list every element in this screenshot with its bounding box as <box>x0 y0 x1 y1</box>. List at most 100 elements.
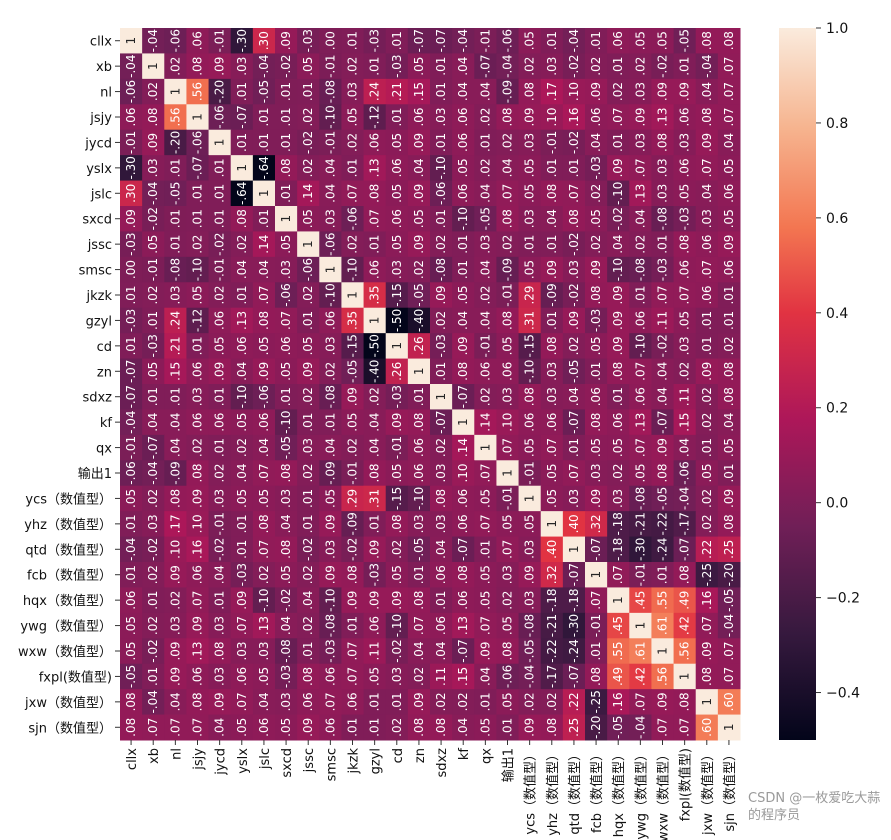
cell-annotation: .08 <box>567 209 581 228</box>
cell-annotation: -.20 <box>168 131 182 154</box>
cell-annotation: .06 <box>124 107 138 126</box>
column-label: fxpl(数值型) <box>678 748 694 821</box>
heatmap-cell <box>717 282 741 309</box>
cell-annotation: .06 <box>235 336 249 355</box>
heatmap-cell <box>585 638 608 665</box>
heatmap-cell <box>407 78 431 105</box>
heatmap-cell <box>385 256 409 283</box>
cell-annotation: .09 <box>235 591 249 610</box>
heatmap-cell <box>673 333 697 360</box>
watermark: CSDN @一枚爱吃大蒜的程序员 <box>748 791 881 823</box>
heatmap-cell <box>430 562 453 588</box>
heatmap-cell <box>518 282 542 309</box>
cell-annotation: .09 <box>722 489 736 508</box>
heatmap-cell <box>673 231 697 258</box>
heatmap-cell <box>385 78 409 105</box>
cell-annotation: .09 <box>213 362 227 381</box>
heatmap-cell <box>164 638 187 665</box>
cell-annotation: .01 <box>257 209 271 228</box>
heatmap-cell <box>474 485 497 512</box>
column-label: zn <box>413 748 428 763</box>
heatmap-cell <box>208 485 232 512</box>
heatmap-cell <box>629 206 652 232</box>
cell-annotation: .07 <box>478 514 492 533</box>
cell-annotation: .08 <box>545 184 559 203</box>
cell-annotation: -.04 <box>722 614 736 637</box>
heatmap-cell <box>717 28 741 54</box>
heatmap-cell <box>452 155 475 182</box>
row-label: gzyl <box>86 314 112 329</box>
cell-annotation: -.04 <box>567 29 581 52</box>
cell-annotation: .03 <box>545 362 559 381</box>
heatmap-cell <box>651 638 675 665</box>
cell-annotation: .04 <box>368 438 382 457</box>
cell-annotation: .09 <box>633 107 647 126</box>
cell-annotation: .07 <box>656 285 670 304</box>
heatmap-cell <box>430 256 453 283</box>
heatmap-cell <box>142 562 165 588</box>
cell-annotation: .06 <box>523 413 537 432</box>
heatmap-cell <box>540 256 564 283</box>
heatmap-cell <box>452 180 475 207</box>
heatmap-cell <box>629 460 652 487</box>
heatmap-cell <box>430 460 453 487</box>
cell-annotation: -.04 <box>257 54 271 77</box>
heatmap-cell <box>673 282 697 309</box>
cell-annotation: .15 <box>168 362 182 381</box>
heatmap-cell <box>607 511 630 538</box>
heatmap-cell <box>717 511 741 538</box>
cell-annotation: .10 <box>191 514 205 533</box>
heatmap-cell <box>252 612 276 639</box>
cell-annotation: .05 <box>146 235 160 254</box>
heatmap-cell <box>562 129 586 156</box>
heatmap-cell <box>142 638 165 665</box>
heatmap-cell <box>474 587 497 614</box>
heatmap-cell <box>496 434 520 461</box>
cell-annotation: .07 <box>545 438 559 457</box>
column-label: qx <box>479 748 494 764</box>
heatmap-cell <box>142 180 165 207</box>
row-label: hqx（数值型） <box>23 593 112 609</box>
cell-annotation: -.02 <box>390 639 404 662</box>
cell-annotation: .06 <box>611 31 625 50</box>
heatmap-cell <box>363 587 387 614</box>
cell-annotation: -.06 <box>301 258 315 281</box>
cell-annotation: .06 <box>213 413 227 432</box>
cell-annotation: .06 <box>722 184 736 203</box>
cell-annotation: -.07 <box>191 156 205 179</box>
heatmap-cell <box>120 587 143 614</box>
heatmap-cell <box>695 612 719 639</box>
cell-annotation: .07 <box>346 184 360 203</box>
heatmap-cell <box>407 689 431 716</box>
heatmap-cell <box>319 180 342 207</box>
cell-annotation: -.07 <box>456 385 470 408</box>
cell-annotation: 1 <box>346 291 360 299</box>
heatmap-cell <box>407 53 431 80</box>
heatmap-cell <box>341 206 365 232</box>
cell-annotation: -.07 <box>567 563 581 586</box>
heatmap-cell <box>142 409 165 436</box>
cell-annotation: .05 <box>235 718 249 737</box>
cell-annotation: .01 <box>722 311 736 330</box>
cell-annotation: .07 <box>633 362 647 381</box>
cell-annotation: .02 <box>213 285 227 304</box>
cell-annotation: .09 <box>656 692 670 711</box>
heatmap-cell <box>651 384 675 410</box>
cell-annotation: .11 <box>434 667 448 686</box>
cell-annotation: .08 <box>656 133 670 152</box>
column-label: yslx <box>236 748 251 774</box>
cell-annotation: .07 <box>168 718 182 737</box>
heatmap-cell <box>540 485 564 512</box>
cell-annotation: .09 <box>412 235 426 254</box>
heatmap-cell <box>363 536 387 563</box>
heatmap-cell <box>585 460 608 487</box>
row-label: kf <box>100 416 113 431</box>
heatmap-cell <box>252 384 276 410</box>
heatmap-cell <box>452 104 475 131</box>
heatmap-cell <box>297 333 320 360</box>
heatmap-cell <box>562 282 586 309</box>
cell-annotation: .04 <box>456 82 470 101</box>
heatmap-cell <box>585 180 608 207</box>
cell-annotation: .08 <box>346 565 360 584</box>
cell-annotation: .05 <box>456 285 470 304</box>
